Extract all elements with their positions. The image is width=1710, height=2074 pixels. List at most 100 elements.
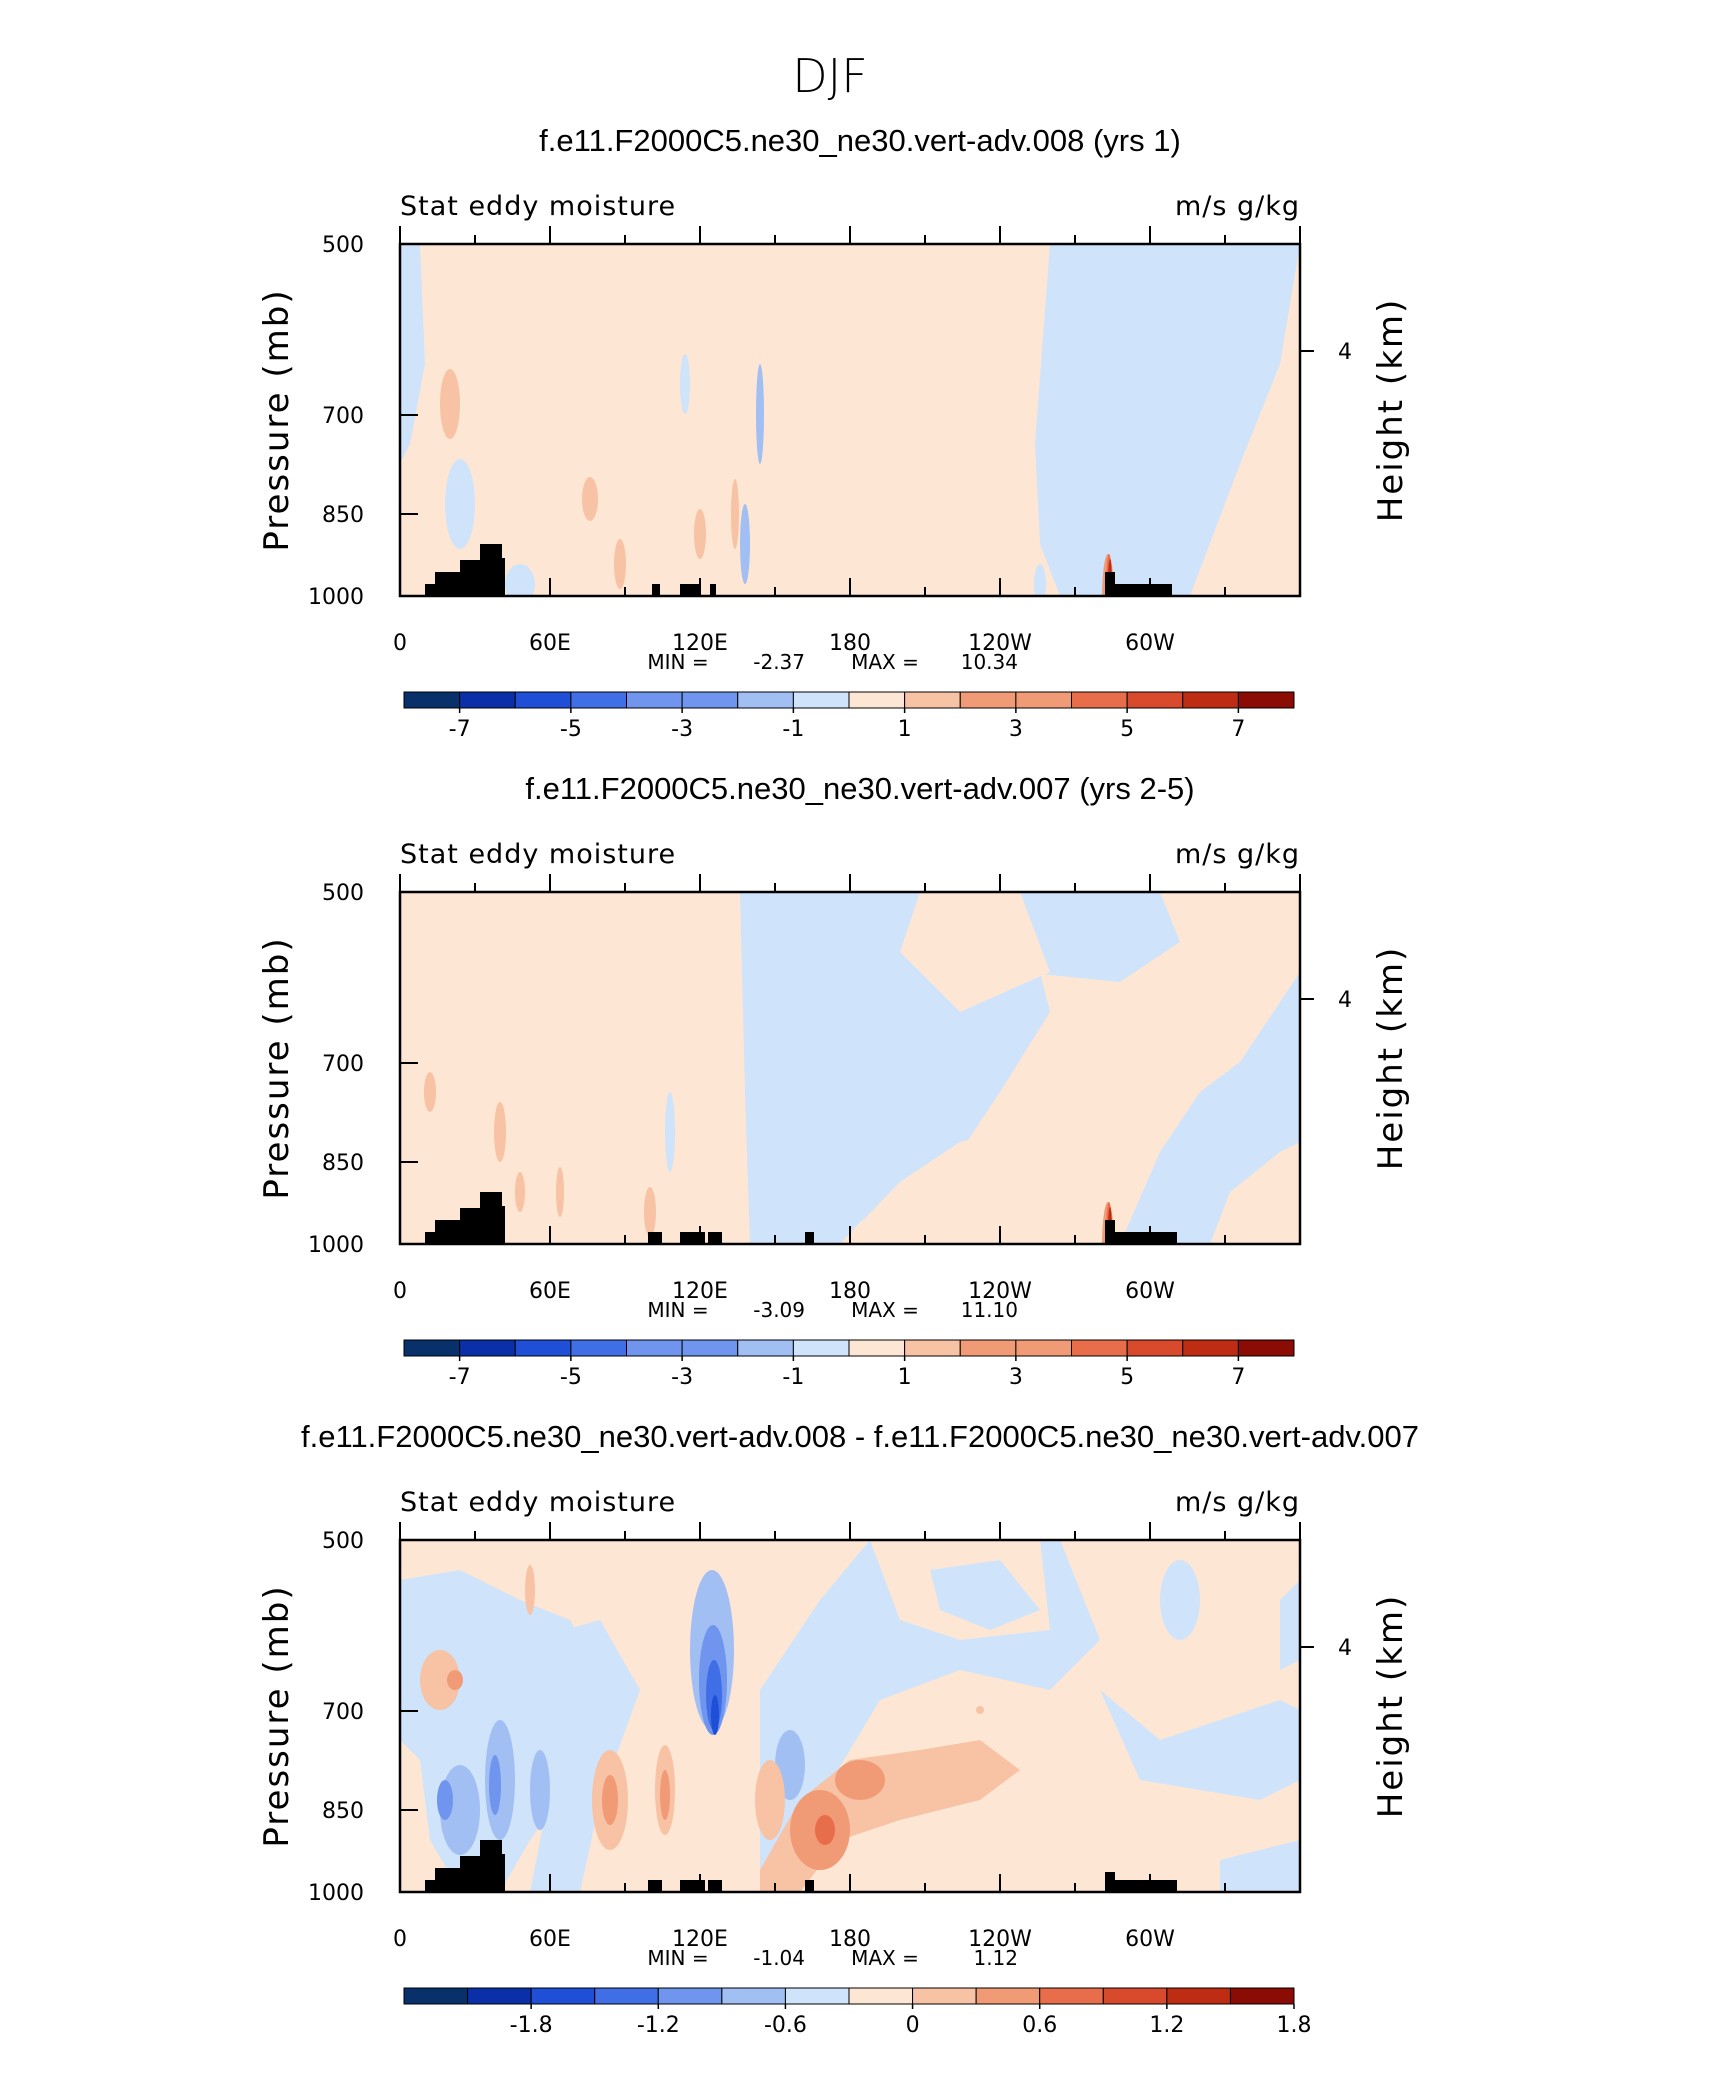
contour-region	[1034, 564, 1046, 596]
contour-region	[680, 354, 690, 414]
plot-area: 500 700 850 1000 4 0 60E 120E 180 120W 60W Pressure…	[257, 226, 1710, 674]
contour-region	[1600, 244, 1650, 394]
colorbar-label: 1	[898, 717, 912, 742]
topography-bar	[708, 1880, 722, 1892]
colorbar-box	[459, 691, 516, 709]
max-label: MAX =	[851, 1298, 919, 1322]
contour-region	[424, 1072, 436, 1112]
figure-title: DJF	[792, 49, 867, 103]
colorbar-box	[467, 1987, 532, 2005]
colorbar-box	[1182, 1339, 1239, 1357]
max-label: MAX =	[851, 1946, 919, 1970]
topography-bar	[652, 584, 660, 596]
colorbar-label: -5	[560, 1365, 582, 1390]
colorbar-box	[1182, 691, 1239, 709]
colorbar-box	[681, 691, 739, 709]
right-label: m/s g/kg	[1175, 191, 1300, 222]
panel-p3: f.e11.F2000C5.ne30_ne30.vert-adv.008 - f…	[257, 1419, 1419, 2038]
y-right-axis-label: Height (km)	[1371, 298, 1411, 523]
contour-region	[515, 1172, 525, 1212]
colorbar-label: -0.6	[764, 2013, 807, 2038]
topography-bar	[648, 1232, 662, 1244]
min-value: -2.37	[753, 650, 805, 674]
x-tick-label: 60E	[529, 631, 571, 656]
colorbar-label: 5	[1120, 717, 1134, 742]
topography-bar	[502, 1206, 505, 1244]
topography-bar	[805, 1232, 814, 1244]
colorbar-box	[784, 1987, 850, 2005]
topography-bar	[1115, 584, 1172, 596]
colorbar-box	[514, 691, 572, 709]
y-right-axis-label: Height (km)	[1371, 946, 1411, 1171]
colorbar-box	[681, 1339, 739, 1357]
colorbar-box	[626, 691, 683, 709]
x-tick-label: 60E	[529, 1279, 571, 1304]
colorbar-label: 0.6	[1022, 2013, 1057, 2038]
topography-bar	[680, 1232, 705, 1244]
max-value: 11.10	[961, 1298, 1018, 1322]
x-tick-label: 0	[393, 1927, 407, 1952]
contour-region	[420, 1650, 460, 1710]
contour-region	[644, 1187, 656, 1237]
min-value: -1.04	[753, 1946, 805, 1970]
topography-bar	[480, 1840, 502, 1892]
colorbar-box	[848, 1339, 906, 1357]
colorbar-label: 1	[898, 1365, 912, 1390]
colorbar-box	[848, 691, 906, 709]
plot-area: 500 700 850 1000 4 0 60E 120E 180 120W 60W Pressure…	[257, 874, 1411, 1322]
topography-bar	[502, 1854, 505, 1892]
contour-fill	[400, 892, 1300, 1244]
contour-region	[900, 892, 1050, 1012]
x-tick-label: 120E	[672, 631, 728, 656]
topography-bar	[1105, 1872, 1115, 1892]
contour-region	[437, 1780, 453, 1820]
y-tick-label: 1000	[308, 1881, 364, 1906]
colorbar-box	[904, 691, 961, 709]
topography-bar	[1115, 1880, 1177, 1892]
min-label: MIN =	[647, 1946, 708, 1970]
colorbar-box	[1039, 1987, 1104, 2005]
colorbar-label: -1	[782, 1365, 804, 1390]
contour-region	[740, 504, 750, 584]
y-tick-label: 700	[322, 1052, 364, 1077]
panel-p1: f.e11.F2000C5.ne30_ne30.vert-adv.008 (yr…	[257, 123, 1710, 742]
x-tick-label: 120E	[672, 1927, 728, 1952]
topography-bar	[708, 1232, 722, 1244]
colorbar-box	[1126, 691, 1184, 709]
contour-region	[755, 1132, 765, 1212]
colorbar-box	[657, 1987, 723, 2005]
colorbar-box	[459, 1339, 516, 1357]
right-label: m/s g/kg	[1175, 839, 1300, 870]
x-tick-label: 60W	[1125, 631, 1175, 656]
contour-region	[665, 1092, 675, 1172]
y-tick-label: 700	[322, 404, 364, 429]
contour-region	[1310, 244, 1710, 596]
contour-region	[1160, 1560, 1200, 1640]
contour-region	[1500, 264, 1550, 414]
contour-region	[1100, 1690, 1300, 1800]
panel-title: f.e11.F2000C5.ne30_ne30.vert-adv.007 (yr…	[525, 771, 1194, 806]
x-tick-label: 0	[393, 1279, 407, 1304]
colorbar-box	[570, 1339, 627, 1357]
topography-bar	[805, 1880, 814, 1892]
contour-region	[530, 1750, 550, 1830]
colorbar-box	[1102, 1987, 1168, 2005]
x-tick-label: 180	[829, 1279, 871, 1304]
y-right-tick-label: 4	[1338, 1636, 1352, 1661]
topography-bar	[648, 1880, 662, 1892]
colorbar-box	[737, 1339, 794, 1357]
x-tick-label: 120E	[672, 1279, 728, 1304]
colorbar-label: 3	[1009, 1365, 1023, 1390]
topography-bar	[460, 1856, 480, 1892]
colorbar-box	[792, 691, 850, 709]
y-axis-label: Pressure (mb)	[257, 288, 297, 551]
colorbar-box	[403, 1339, 461, 1357]
x-tick-label: 0	[393, 631, 407, 656]
colorbar-box	[1015, 1339, 1072, 1357]
left-label: Stat eddy moisture	[400, 191, 676, 222]
y-axis-label: Pressure (mb)	[257, 936, 297, 1199]
colorbar-label: -1.2	[637, 2013, 680, 2038]
contour-region	[1220, 1840, 1300, 1892]
x-tick-label: 120W	[968, 1927, 1032, 1952]
contour-region	[840, 1132, 1120, 1244]
